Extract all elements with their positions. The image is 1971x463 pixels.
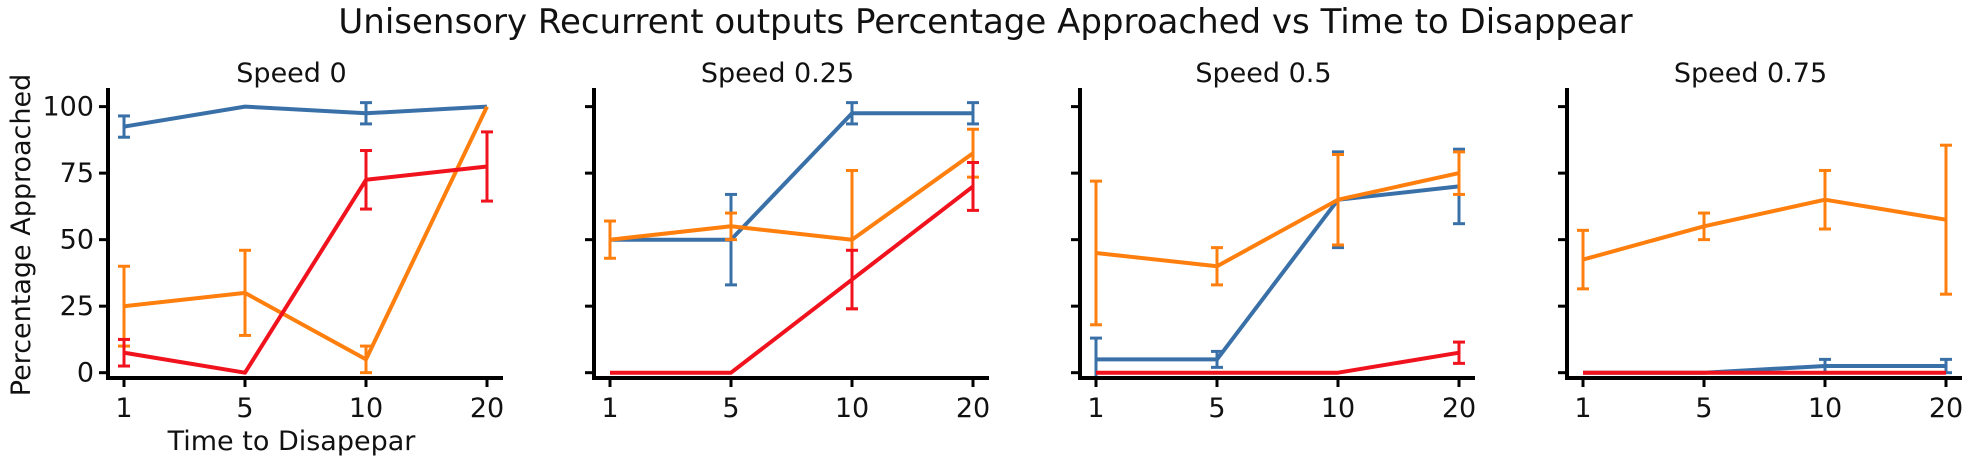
series-3	[610, 160, 979, 375]
y-tick-label: 25	[60, 291, 94, 322]
series-line	[1095, 171, 1460, 269]
subplot-title: Speed 0.5	[1195, 58, 1331, 89]
series-line	[123, 104, 488, 129]
series-2	[1090, 150, 1465, 327]
series-3	[118, 130, 493, 375]
y-axis-label: Percentage Approached	[6, 74, 37, 397]
series-line	[1096, 184, 1460, 362]
x-axis-label: Time to Disapepar	[167, 426, 417, 457]
x-tick-label: 10	[1321, 393, 1355, 424]
subplot-1: Speed 0 1 5 10 20 0 25 50 75 100 Time to Disapepar…	[6, 58, 504, 457]
x-tick-label: 10	[1808, 393, 1842, 424]
series-line	[610, 184, 975, 375]
series-3	[1096, 340, 1465, 375]
series-1	[610, 101, 979, 287]
x-tick-label: 10	[349, 393, 383, 424]
subplot-title: Speed 0	[236, 58, 346, 89]
subplot-3: Speed 0.5 1 5 10 20	[1071, 58, 1476, 424]
subplot-2: Speed 0.25 1 5 10 20	[585, 58, 990, 424]
x-tick-label: 1	[1087, 393, 1104, 424]
x-tick-label: 20	[1929, 393, 1963, 424]
y-tick-label: 100	[42, 92, 94, 123]
series-2	[118, 105, 489, 375]
series-2	[1577, 143, 1952, 296]
subplot-title: Speed 0.75	[1674, 58, 1827, 89]
x-tick-label: 5	[1208, 393, 1225, 424]
x-tick-label: 1	[115, 393, 132, 424]
x-tick-label: 1	[601, 393, 618, 424]
y-tick-label: 0	[77, 358, 94, 389]
subplot-title: Speed 0.25	[701, 58, 854, 89]
figure-suptitle: Unisensory Recurrent outputs Percentage …	[338, 2, 1633, 42]
series-line	[123, 164, 488, 375]
y-tick-label: 75	[60, 158, 94, 189]
x-tick-label: 1	[1574, 393, 1591, 424]
x-tick-label: 5	[722, 393, 739, 424]
series-line	[123, 105, 489, 362]
series-line	[1096, 350, 1460, 375]
x-tick-label: 20	[470, 393, 504, 424]
series-line	[1582, 197, 1947, 262]
x-tick-label: 10	[835, 393, 869, 424]
y-tick-label: 50	[60, 225, 94, 256]
series-1	[118, 101, 488, 139]
x-tick-label: 20	[956, 393, 990, 424]
series-line	[609, 151, 975, 242]
x-tick-label: 5	[236, 393, 253, 424]
x-tick-label: 5	[1695, 393, 1712, 424]
subplot-4: Speed 0.75 1 5 10 20	[1558, 58, 1963, 424]
series-line	[610, 111, 973, 242]
x-tick-label: 20	[1442, 393, 1476, 424]
series-2	[604, 127, 979, 311]
